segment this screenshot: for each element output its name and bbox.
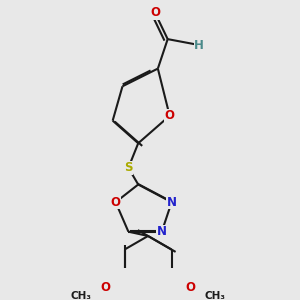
Text: O: O [186,281,196,294]
Text: CH₃: CH₃ [205,291,226,300]
Text: O: O [111,196,121,209]
Text: CH₃: CH₃ [70,291,92,300]
Text: H: H [194,38,204,52]
Text: O: O [100,281,110,294]
Text: S: S [124,161,133,174]
Text: O: O [150,6,160,19]
Text: O: O [165,109,175,122]
Text: N: N [157,225,167,238]
Text: N: N [167,196,177,209]
